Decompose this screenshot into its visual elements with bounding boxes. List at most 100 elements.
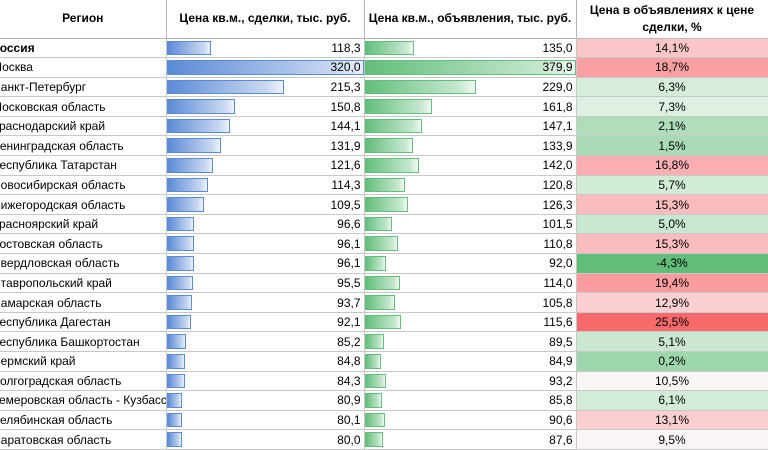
- markup-cell[interactable]: 5,7%: [576, 175, 768, 196]
- ad-price-cell[interactable]: 133,9: [364, 135, 577, 157]
- ad-price-cell[interactable]: 142,0: [364, 155, 577, 176]
- ad-price-cell[interactable]: 379,9: [364, 57, 577, 78]
- table-row[interactable]: Новосибирская область 114,3 120,8 5,7%: [0, 175, 768, 196]
- table-row[interactable]: Республика Дагестан 92,1 115,6 25,5%: [0, 312, 768, 333]
- deal-price-cell[interactable]: 80,1: [166, 410, 365, 431]
- table-row[interactable]: Ставропольский край 95,5 114,0 19,4%: [0, 273, 768, 294]
- region-cell[interactable]: Московская область: [0, 96, 167, 117]
- deal-price-cell[interactable]: 84,8: [166, 351, 365, 372]
- table-row[interactable]: Краснодарский край 144,1 147,1 2,1%: [0, 116, 768, 137]
- ad-price-cell[interactable]: 126,3: [364, 194, 577, 215]
- markup-cell[interactable]: 14,1%: [576, 38, 768, 59]
- table-row[interactable]: Красноярский край 96,6 101,5 5,0%: [0, 214, 768, 235]
- header-markup[interactable]: Цена в объявлениях к цене сделки, %: [576, 0, 768, 39]
- region-cell[interactable]: Свердловская область: [0, 253, 167, 274]
- table-row[interactable]: Свердловская область 96,1 92,0 -4,3%: [0, 253, 768, 274]
- deal-price-cell[interactable]: 92,1: [166, 312, 365, 333]
- deal-price-cell[interactable]: 109,5: [166, 194, 365, 215]
- markup-cell[interactable]: 6,3%: [576, 77, 768, 98]
- ad-price-cell[interactable]: 85,8: [364, 390, 577, 411]
- table-row[interactable]: Ленинградская область 131,9 133,9 1,5%: [0, 135, 768, 157]
- ad-price-cell[interactable]: 110,8: [364, 233, 577, 255]
- region-cell[interactable]: Москва: [0, 57, 167, 78]
- ad-price-cell[interactable]: 87,6: [364, 429, 577, 450]
- table-row[interactable]: Ростовская область 96,1 110,8 15,3%: [0, 233, 768, 255]
- deal-price-cell[interactable]: 215,3: [166, 77, 365, 98]
- markup-cell[interactable]: 0,2%: [576, 351, 768, 372]
- region-cell[interactable]: Нижегородская область: [0, 194, 167, 215]
- deal-price-cell[interactable]: 114,3: [166, 175, 365, 196]
- header-region[interactable]: Регион: [0, 0, 167, 39]
- ad-price-cell[interactable]: 115,6: [364, 312, 577, 333]
- deal-price-cell[interactable]: 80,9: [166, 390, 365, 411]
- markup-cell[interactable]: 19,4%: [576, 273, 768, 294]
- markup-cell[interactable]: 16,8%: [576, 155, 768, 176]
- markup-cell[interactable]: 7,3%: [576, 96, 768, 117]
- ad-price-cell[interactable]: 92,0: [364, 253, 577, 274]
- table-row[interactable]: Россия 118,3 135,0 14,1%: [0, 38, 768, 59]
- region-cell[interactable]: Ростовская область: [0, 233, 167, 255]
- deal-price-cell[interactable]: 93,7: [166, 292, 365, 313]
- deal-price-cell[interactable]: 118,3: [166, 38, 365, 59]
- markup-cell[interactable]: 9,5%: [576, 429, 768, 450]
- table-row[interactable]: Пермский край 84,8 84,9 0,2%: [0, 351, 768, 372]
- markup-cell[interactable]: 5,0%: [576, 214, 768, 235]
- region-cell[interactable]: Кемеровская область - Кузбасс: [0, 390, 167, 411]
- markup-cell[interactable]: 12,9%: [576, 292, 768, 313]
- markup-cell[interactable]: 6,1%: [576, 390, 768, 411]
- ad-price-cell[interactable]: 161,8: [364, 96, 577, 117]
- header-deal-price[interactable]: Цена кв.м., сделки, тыс. руб.: [166, 0, 365, 39]
- markup-cell[interactable]: 15,3%: [576, 194, 768, 215]
- table-row[interactable]: Кемеровская область - Кузбасс 80,9 85,8 6,1…: [0, 390, 768, 411]
- region-cell[interactable]: Волгоградская область: [0, 371, 167, 392]
- ad-price-cell[interactable]: 101,5: [364, 214, 577, 235]
- region-cell[interactable]: Саратовская область: [0, 429, 167, 450]
- ad-price-cell[interactable]: 89,5: [364, 331, 577, 352]
- markup-cell[interactable]: 25,5%: [576, 312, 768, 333]
- markup-cell[interactable]: -4,3%: [576, 253, 768, 274]
- region-cell[interactable]: Новосибирская область: [0, 175, 167, 196]
- markup-cell[interactable]: 15,3%: [576, 233, 768, 255]
- region-cell[interactable]: Краснодарский край: [0, 116, 167, 137]
- deal-price-cell[interactable]: 131,9: [166, 135, 365, 157]
- table-row[interactable]: Москва 320,0 379,9 18,7%: [0, 57, 768, 78]
- region-cell[interactable]: Ставропольский край: [0, 273, 167, 294]
- ad-price-cell[interactable]: 90,6: [364, 410, 577, 431]
- ad-price-cell[interactable]: 229,0: [364, 77, 577, 98]
- markup-cell[interactable]: 18,7%: [576, 57, 768, 78]
- markup-cell[interactable]: 1,5%: [576, 135, 768, 157]
- table-row[interactable]: Нижегородская область 109,5 126,3 15,3%: [0, 194, 768, 215]
- deal-price-cell[interactable]: 320,0: [166, 57, 365, 78]
- ad-price-cell[interactable]: 93,2: [364, 371, 577, 392]
- markup-cell[interactable]: 13,1%: [576, 410, 768, 431]
- deal-price-cell[interactable]: 144,1: [166, 116, 365, 137]
- region-cell[interactable]: Ленинградская область: [0, 135, 167, 157]
- table-row[interactable]: Санкт-Петербург 215,3 229,0 6,3%: [0, 77, 768, 98]
- table-row[interactable]: Самарская область 93,7 105,8 12,9%: [0, 292, 768, 313]
- deal-price-cell[interactable]: 95,5: [166, 273, 365, 294]
- markup-cell[interactable]: 2,1%: [576, 116, 768, 137]
- region-cell[interactable]: Республика Татарстан: [0, 155, 167, 176]
- region-cell[interactable]: Челябинская область: [0, 410, 167, 431]
- region-cell[interactable]: Санкт-Петербург: [0, 77, 167, 98]
- deal-price-cell[interactable]: 96,1: [166, 233, 365, 255]
- ad-price-cell[interactable]: 114,0: [364, 273, 577, 294]
- deal-price-cell[interactable]: 150,8: [166, 96, 365, 117]
- table-row[interactable]: Республика Башкортостан 85,2 89,5 5,1%: [0, 331, 768, 352]
- deal-price-cell[interactable]: 80,0: [166, 429, 365, 450]
- region-cell[interactable]: Красноярский край: [0, 214, 167, 235]
- ad-price-cell[interactable]: 120,8: [364, 175, 577, 196]
- ad-price-cell[interactable]: 105,8: [364, 292, 577, 313]
- markup-cell[interactable]: 10,5%: [576, 371, 768, 392]
- region-cell[interactable]: Пермский край: [0, 351, 167, 372]
- region-cell[interactable]: Самарская область: [0, 292, 167, 313]
- table-row[interactable]: Волгоградская область 84,3 93,2 10,5%: [0, 371, 768, 392]
- region-cell[interactable]: Республика Башкортостан: [0, 331, 167, 352]
- deal-price-cell[interactable]: 96,6: [166, 214, 365, 235]
- table-row[interactable]: Республика Татарстан 121,6 142,0 16,8%: [0, 155, 768, 176]
- region-cell[interactable]: Россия: [0, 38, 167, 59]
- ad-price-cell[interactable]: 147,1: [364, 116, 577, 137]
- deal-price-cell[interactable]: 85,2: [166, 331, 365, 352]
- deal-price-cell[interactable]: 121,6: [166, 155, 365, 176]
- table-row[interactable]: Челябинская область 80,1 90,6 13,1%: [0, 410, 768, 431]
